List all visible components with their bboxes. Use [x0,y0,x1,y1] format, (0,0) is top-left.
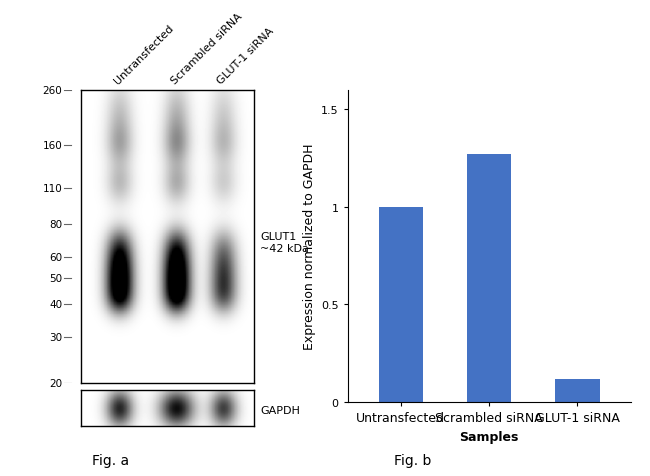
Text: GAPDH: GAPDH [260,406,300,415]
Text: GLUT-1 siRNA: GLUT-1 siRNA [215,26,276,87]
Text: 110: 110 [42,184,62,194]
Bar [379,208,423,402]
Text: Fig. b: Fig. b [394,453,432,467]
Bar [555,379,599,402]
Text: Scrambled siRNA: Scrambled siRNA [169,12,244,87]
Text: 60: 60 [49,253,62,263]
Text: 80: 80 [49,220,62,230]
Text: 40: 40 [49,299,62,309]
Text: 50: 50 [49,274,62,284]
Text: 20: 20 [49,378,62,388]
Y-axis label: Expression normalized to GAPDH: Expression normalized to GAPDH [302,143,315,349]
Text: Untransfected: Untransfected [112,23,176,87]
Text: 160: 160 [42,141,62,151]
Text: 260: 260 [42,86,62,95]
Text: Fig. a: Fig. a [92,453,129,467]
X-axis label: Samples: Samples [460,430,519,443]
Text: 30: 30 [49,332,62,342]
Bar [467,155,511,402]
Text: GLUT1
~42 kDa: GLUT1 ~42 kDa [260,232,309,254]
